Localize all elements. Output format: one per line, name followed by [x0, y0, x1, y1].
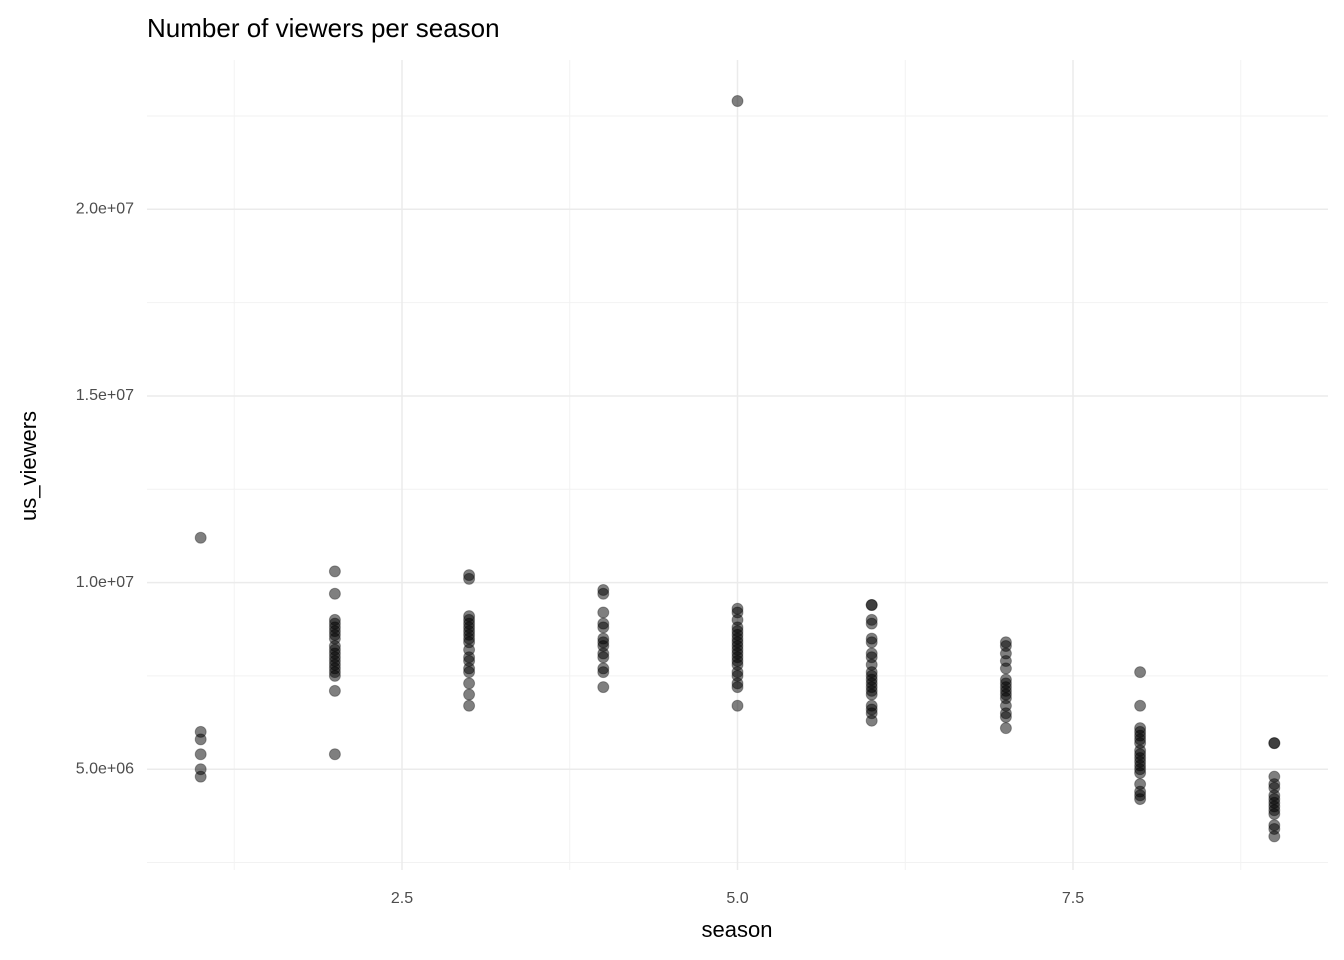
point [1268, 830, 1281, 843]
point [194, 770, 207, 783]
point [597, 621, 610, 634]
point [328, 684, 341, 697]
point [731, 681, 744, 694]
point [999, 722, 1012, 735]
point [1134, 666, 1147, 679]
x-tick-label: 5.0 [726, 890, 748, 907]
point [865, 688, 878, 701]
point [731, 699, 744, 712]
point [1134, 766, 1147, 779]
y-tick-label: 1.0e+07 [76, 574, 134, 591]
point [194, 531, 207, 544]
point [731, 95, 744, 108]
point [463, 666, 476, 679]
point [1134, 699, 1147, 712]
point [597, 587, 610, 600]
point [1268, 808, 1281, 821]
point [865, 714, 878, 727]
point [999, 710, 1012, 723]
point [1268, 737, 1281, 750]
point [463, 677, 476, 690]
point [1134, 793, 1147, 806]
point [865, 598, 878, 611]
chart-title: Number of viewers per season [147, 13, 500, 43]
point [194, 748, 207, 761]
point [865, 617, 878, 630]
point [328, 748, 341, 761]
point [597, 606, 610, 619]
point [597, 681, 610, 694]
y-axis-title: us_viewers [16, 411, 41, 521]
y-tick-label: 2.0e+07 [76, 201, 134, 218]
y-tick-label: 1.5e+07 [76, 387, 134, 404]
x-tick-label: 7.5 [1062, 890, 1084, 907]
point [865, 636, 878, 649]
point [597, 666, 610, 679]
point [463, 688, 476, 701]
x-tick-label: 2.5 [391, 890, 413, 907]
point [463, 572, 476, 585]
point [328, 565, 341, 578]
y-tick-label: 5.0e+06 [76, 760, 134, 777]
point [194, 733, 207, 746]
x-axis-title: season [702, 917, 773, 942]
point [597, 651, 610, 664]
point [463, 699, 476, 712]
point [328, 587, 341, 600]
point [999, 662, 1012, 675]
point [328, 669, 341, 682]
